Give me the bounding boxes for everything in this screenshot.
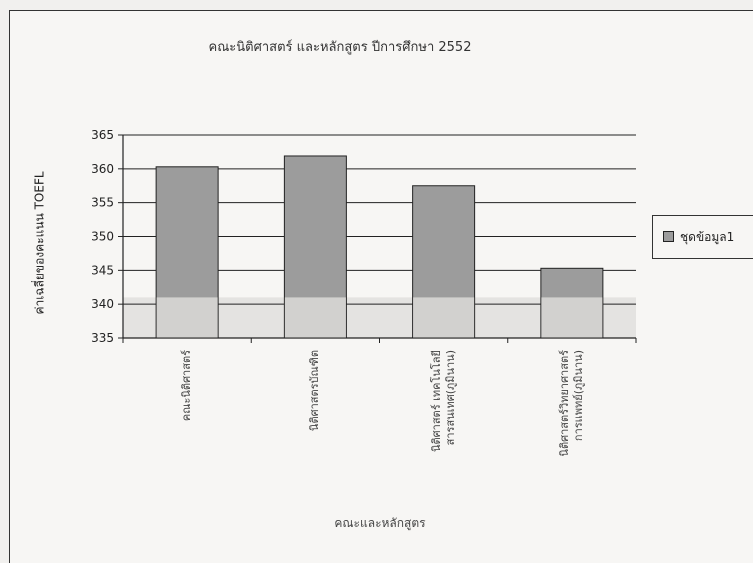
y-tick-label: 335 [91,331,114,345]
bar-lower-shade [541,297,603,338]
y-tick-label: 365 [91,128,114,142]
y-tick-label: 345 [91,263,114,277]
chart-frame [9,10,753,563]
x-axis-label: คณะและหลักสูตร [334,516,426,530]
x-tick-label-line: นิติศาสตร์ เทคโนโลยี [429,350,443,452]
y-tick-label: 340 [91,297,114,311]
legend-swatch [663,231,674,242]
bar-lower-shade [284,297,346,338]
x-tick-label-line: นิติศาสตรบัณฑิต [308,350,322,432]
x-tick-label: นิติศาสตรบัณฑิต [308,350,322,500]
x-tick-label: นิติศาสตร์วิทยาศาสตร์ การแพทย์(ภูมินาน) [558,350,586,500]
legend-label: ชุดข้อมูล1 [680,230,735,244]
x-tick-label-line: สารสนเทศ(ภูมินาน) [443,350,457,446]
x-tick-label: นิติศาสตร์ เทคโนโลยี สารสนเทศ(ภูมินาน) [430,350,458,500]
legend: ชุดข้อมูล1 [652,215,753,259]
y-tick-label: 355 [91,196,114,210]
y-tick-label: 360 [91,162,114,176]
x-tick-label-line: การแพทย์(ภูมินาน) [571,350,585,442]
x-tick-label: คณะนิติศาสตร์ [180,350,194,500]
y-tick-label: 350 [91,230,114,244]
bar-lower-shade [413,297,475,338]
x-tick-label-line: นิติศาสตร์วิทยาศาสตร์ [557,350,571,457]
bar-lower-shade [156,297,218,338]
chart-title: คณะนิติศาสตร์ และหลักสูตร ปีการศึกษา 255… [208,40,472,55]
x-tick-label-line: คณะนิติศาสตร์ [180,350,194,422]
